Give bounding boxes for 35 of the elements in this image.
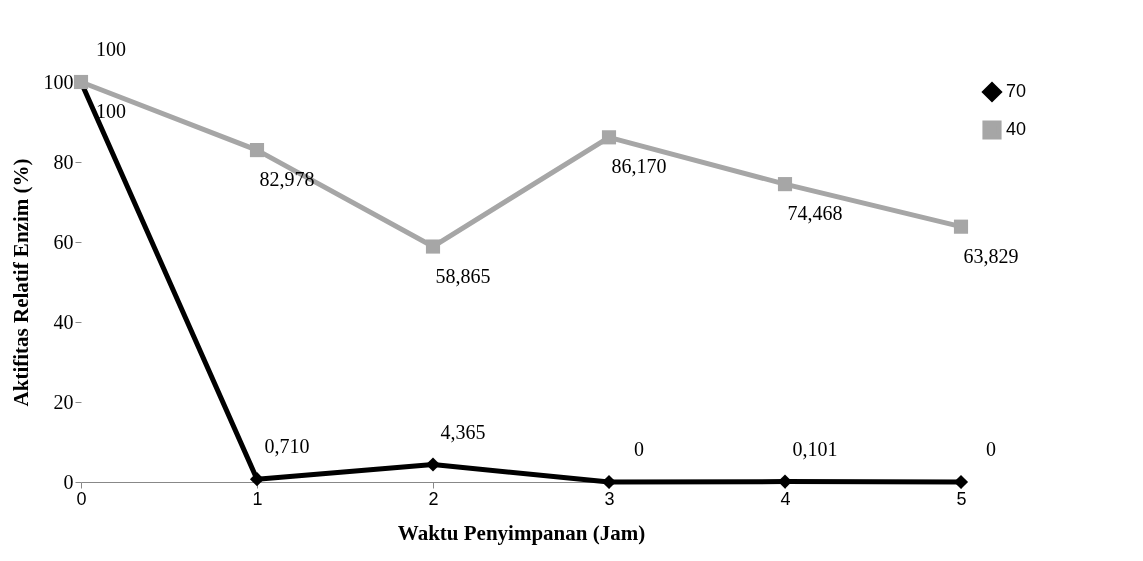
y-tick-label: 0 — [63, 470, 74, 493]
point — [425, 457, 441, 472]
y-tick-label: 80 — [53, 150, 74, 173]
x-tick-label: 2 — [428, 488, 439, 509]
data-label: 58,865 — [435, 264, 491, 287]
data-label: 82,978 — [259, 168, 315, 191]
data-label: 63,829 — [963, 244, 1019, 267]
point — [601, 130, 617, 145]
x-tick-label: 4 — [780, 488, 791, 509]
y-tick-label: 60 — [53, 230, 74, 253]
data-label: 0,710 — [264, 435, 310, 458]
x-tick-label: 0 — [76, 488, 87, 509]
data-label: 0 — [986, 438, 996, 460]
point — [249, 143, 265, 158]
legend-label: 40 — [1006, 119, 1027, 139]
data-label: 74,468 — [787, 202, 843, 225]
data-label: 0 — [634, 438, 644, 460]
point — [953, 219, 969, 234]
x-tick-label: 5 — [956, 488, 967, 509]
point — [425, 239, 441, 254]
x-axis-title: Waktu Penyimpanan (Jam) — [397, 520, 646, 545]
y-tick-label: 40 — [53, 310, 74, 333]
data-label: 4,365 — [440, 420, 486, 443]
legend-label: 70 — [1006, 81, 1027, 101]
data-label: 100 — [96, 100, 126, 122]
data-label: 0,101 — [792, 437, 838, 460]
x-tick-label: 3 — [604, 488, 615, 509]
y-tick-label: 20 — [53, 390, 74, 413]
data-label: 100 — [96, 38, 126, 60]
point — [777, 177, 793, 192]
data-label: 86,170 — [611, 155, 667, 178]
point — [249, 472, 265, 487]
y-axis-title: Aktifitas Relatif Enzim (%) — [8, 158, 33, 407]
y-tick-label: 100 — [43, 70, 74, 93]
x-tick-label: 1 — [252, 488, 263, 509]
